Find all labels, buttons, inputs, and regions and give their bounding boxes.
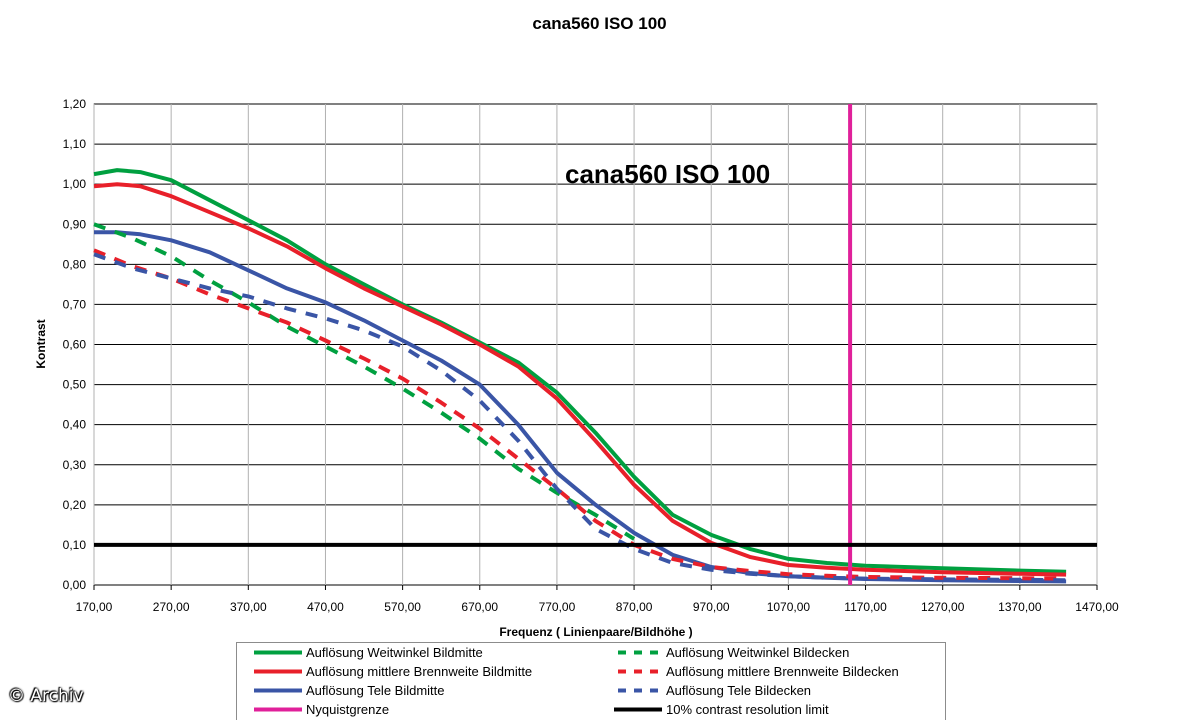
- legend-swatch: [618, 688, 662, 693]
- x-tick-label: 470,00: [307, 600, 344, 614]
- inner-chart-title: cana560 ISO 100: [565, 159, 770, 189]
- legend-label: Auflösung Tele Bildmitte: [306, 683, 445, 698]
- y-tick-label: 0,20: [63, 498, 87, 512]
- x-tick-label: 1070,00: [767, 600, 811, 614]
- x-tick-label: 770,00: [539, 600, 576, 614]
- y-tick-label: 0,70: [63, 297, 87, 311]
- y-tick-label: 1,20: [63, 97, 87, 111]
- y-axis-label: Kontrast: [34, 319, 48, 368]
- x-tick-label: 1470,00: [1075, 600, 1119, 614]
- x-tick-label: 870,00: [616, 600, 653, 614]
- x-tick-label: 970,00: [693, 600, 730, 614]
- series-line-aufl-sung-weitwinkel-bildecken: [93, 222, 636, 541]
- chart-title: cana560 ISO 100: [532, 14, 667, 33]
- axis-layer: 0,00 0,10 0,20 0,30 0,40 0,50 0,60 0,70 0,80 0,90…: [63, 97, 1119, 614]
- legend-item: Auflösung mittlere Brennweite Bildecken: [612, 662, 899, 681]
- legend-label: Nyquistgrenze: [306, 702, 390, 717]
- legend-swatch: [254, 707, 302, 712]
- y-tick-label: 1,00: [63, 177, 87, 191]
- legend-item: Auflösung Weitwinkel Bildecken: [612, 643, 849, 662]
- x-tick-label: 270,00: [153, 600, 190, 614]
- x-tick-label: 1170,00: [844, 600, 887, 614]
- legend-swatch: [254, 650, 302, 655]
- legend-swatch: [614, 707, 662, 712]
- y-tick-label: 0,10: [63, 538, 87, 552]
- y-tick-label: 0,90: [63, 217, 87, 231]
- y-tick-label: 0,50: [63, 378, 87, 392]
- legend-label: Auflösung mittlere Brennweite Bildmitte: [306, 664, 533, 679]
- grid-layer: [93, 103, 1098, 586]
- series-line-aufl-sung-tele-bildecken: [93, 252, 1067, 583]
- series-line-aufl-sung-weitwinkel-bildmitte: [93, 168, 1067, 574]
- legend-item: Auflösung mittlere Brennweite Bildmitte: [252, 662, 532, 681]
- y-tick-label: 0,60: [63, 338, 87, 352]
- legend-label: Auflösung Weitwinkel Bildecken: [666, 645, 850, 660]
- x-tick-label: 1270,00: [921, 600, 965, 614]
- y-tick-label: 0,30: [63, 458, 87, 472]
- x-axis-label: Frequenz ( Linienpaare/Bildhöhe ): [499, 625, 692, 639]
- x-tick-label: 170,00: [76, 600, 113, 614]
- x-tick-label: 370,00: [230, 600, 267, 614]
- legend-label: 10% contrast resolution limit: [666, 702, 829, 717]
- legend-swatch: [254, 688, 302, 693]
- copyright-credit: © Archiv: [8, 686, 84, 706]
- y-tick-label: 0,80: [63, 257, 87, 271]
- legend-swatch: [618, 669, 662, 674]
- series-line-aufl-sung-mittlere-brennweite-bildmitte: [93, 182, 1067, 577]
- legend-label: Auflösung Weitwinkel Bildmitte: [306, 645, 483, 660]
- x-tick-label: 1370,00: [998, 600, 1042, 614]
- legend-swatch: [618, 650, 662, 655]
- y-tick-label: 0,40: [63, 418, 87, 432]
- legend-label: Auflösung Tele Bildecken: [666, 683, 812, 698]
- legend-item: Nyquistgrenze: [252, 700, 389, 719]
- legend-item: Auflösung Tele Bildecken: [612, 681, 811, 700]
- legend-swatch: [254, 669, 302, 674]
- series-layer: [93, 104, 1097, 585]
- y-tick-label: 1,10: [63, 137, 87, 151]
- x-tick-label: 570,00: [384, 600, 421, 614]
- legend-item: Auflösung Tele Bildmitte: [252, 681, 445, 700]
- chart-legend: Auflösung Weitwinkel Bildmitte Auflösung …: [236, 642, 946, 720]
- legend-item: 10% contrast resolution limit: [612, 700, 829, 719]
- legend-item: Auflösung Weitwinkel Bildmitte: [252, 643, 483, 662]
- legend-label: Auflösung mittlere Brennweite Bildecken: [666, 664, 899, 679]
- x-tick-label: 670,00: [461, 600, 498, 614]
- y-tick-label: 0,00: [63, 578, 87, 592]
